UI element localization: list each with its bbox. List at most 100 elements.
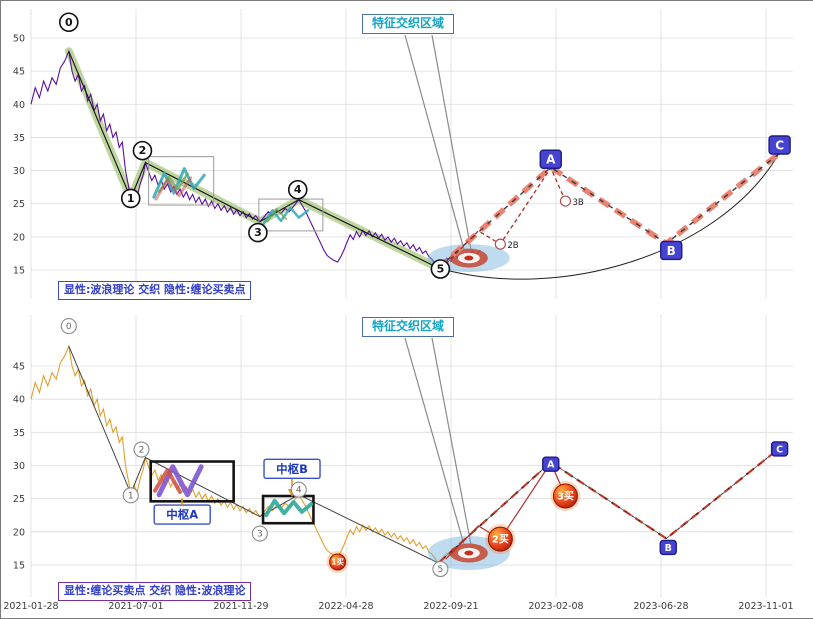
x-axis-label: 2023-02-08 <box>528 601 583 612</box>
chan-point-label: 2B <box>507 241 518 251</box>
top-panel-content: 2B 3B 0 1 2 3 4 5 A B C <box>30 12 791 280</box>
wave-number: 5 <box>437 263 445 276</box>
x-axis-label: 2022-09-21 <box>423 601 478 612</box>
wave-number-circle <box>430 259 451 279</box>
buy-point-3 <box>552 483 578 509</box>
legend-top-panel: 显性:波浪理论 交织 隐性:缠论买卖点 <box>58 281 252 300</box>
segment-sketch <box>152 468 183 494</box>
abc-badge-B <box>659 539 677 556</box>
abc-badge-label: C <box>775 138 784 152</box>
y-axis-tick-label: 30 <box>13 166 25 177</box>
x-axis-label: 2021-07-01 <box>108 601 163 612</box>
wave-number-circle <box>290 481 307 498</box>
x-axis-label: 2022-04-28 <box>318 601 373 612</box>
buy-point-2 <box>487 526 513 552</box>
callout-top-panel: 特征交织区域 <box>362 14 455 34</box>
x-axis-label: 2023-11-01 <box>738 601 793 612</box>
y-axis-tick-label: 15 <box>13 560 25 571</box>
y-axis-tick-label: 15 <box>13 266 25 277</box>
wave-structure-line <box>68 345 439 564</box>
segment-sketch <box>152 167 206 199</box>
segment-sketch <box>266 208 288 223</box>
wave-number-circle <box>133 441 150 458</box>
x-axis-label: 2021-01-28 <box>3 601 58 612</box>
consolidation-box <box>258 198 324 232</box>
wave-number: 0 <box>65 16 73 29</box>
y-axis-tick-label: 25 <box>13 494 25 505</box>
wave-number: 2 <box>139 446 145 456</box>
x-axis-label: 2021-11-29 <box>213 601 268 612</box>
abc-projection-dash-overlay <box>437 153 780 269</box>
wave-number-circle <box>60 318 77 335</box>
wave-number: 1 <box>128 491 134 501</box>
bottom-panel-content: 中枢A 中枢B 1买 2买 3买 0 1 2 3 4 5 A B C <box>30 318 789 578</box>
x-axis-label: 2023-06-28 <box>633 601 688 612</box>
pivot-label-box <box>153 504 211 525</box>
callout-pointer-line <box>431 337 472 545</box>
wave-number: 1 <box>127 192 135 205</box>
abc-badge-label: A <box>546 153 556 167</box>
y-axis-tick-label: 45 <box>13 67 25 78</box>
chan-point-label: 3B <box>572 198 583 208</box>
pivot-label-box <box>263 458 321 480</box>
y-axis-tick-label: 20 <box>13 232 25 243</box>
abc-badge-label: B <box>665 543 672 554</box>
legend-bottom-panel: 显性:缠论买卖点 交织 隐性:波浪理论 <box>58 582 252 601</box>
wave-number-circle <box>248 222 268 243</box>
segment-sketch <box>154 176 193 201</box>
abc-badge-label: A <box>547 460 555 471</box>
y-axis-tick-label: 50 <box>13 34 25 45</box>
wave-number-circle <box>287 179 308 200</box>
abc-badge-C <box>768 135 791 155</box>
wave-number-circle <box>59 12 79 33</box>
y-axis-tick-label: 30 <box>13 461 25 472</box>
y-axis-tick-label: 35 <box>13 428 25 439</box>
abc-projection-dashed <box>437 448 780 564</box>
callout-bottom-panel: 特征交织区域 <box>362 317 455 337</box>
segment-sketch <box>264 498 314 518</box>
wave-number: 2 <box>139 144 147 157</box>
abc-badge-B <box>660 240 683 261</box>
wave-number-circle <box>120 188 141 209</box>
callout-pointer-line <box>404 337 465 545</box>
pivot-label-text: 中枢B <box>276 462 308 476</box>
y-axis-tick-label: 40 <box>13 100 25 111</box>
callout-pointer-line <box>431 34 472 250</box>
wave-number: 4 <box>294 183 302 196</box>
y-axis-tick-label: 25 <box>13 199 25 210</box>
abc-badge-A <box>539 149 562 169</box>
chan-point-marker <box>559 195 572 207</box>
pivot-label-text: 中枢A <box>166 508 198 522</box>
consolidation-box <box>148 156 215 206</box>
wave-number: 4 <box>296 486 302 496</box>
buy-point-label: 1买 <box>331 558 344 567</box>
wave-number: 5 <box>438 565 444 575</box>
abc-badge-A <box>542 456 560 472</box>
y-axis-tick-label: 45 <box>13 362 25 373</box>
wave-number: 0 <box>66 322 72 332</box>
callout-pointer-line <box>404 34 465 250</box>
target-center-dot <box>464 255 474 261</box>
target-center-dot <box>464 550 474 556</box>
pivot-box <box>149 460 235 503</box>
y-axis-tick-label: 40 <box>13 395 25 406</box>
chan-point-marker <box>494 238 506 250</box>
pivot-box <box>261 494 315 525</box>
wave-number-circle <box>432 560 449 578</box>
wave-number-circle <box>132 140 153 161</box>
abc-badge-label: B <box>667 244 676 258</box>
wave-number: 3 <box>254 226 262 239</box>
wave-number-circle <box>122 487 139 504</box>
wave-number-circle <box>251 525 268 542</box>
abc-badge-C <box>770 441 789 457</box>
buy-point-label: 2买 <box>492 534 509 546</box>
trend-arc <box>438 153 780 280</box>
segment-sketch <box>156 464 204 498</box>
abc-projection-dot-overlay <box>438 448 779 564</box>
segment-sketch <box>261 206 310 227</box>
wave-structure-line <box>68 51 439 269</box>
